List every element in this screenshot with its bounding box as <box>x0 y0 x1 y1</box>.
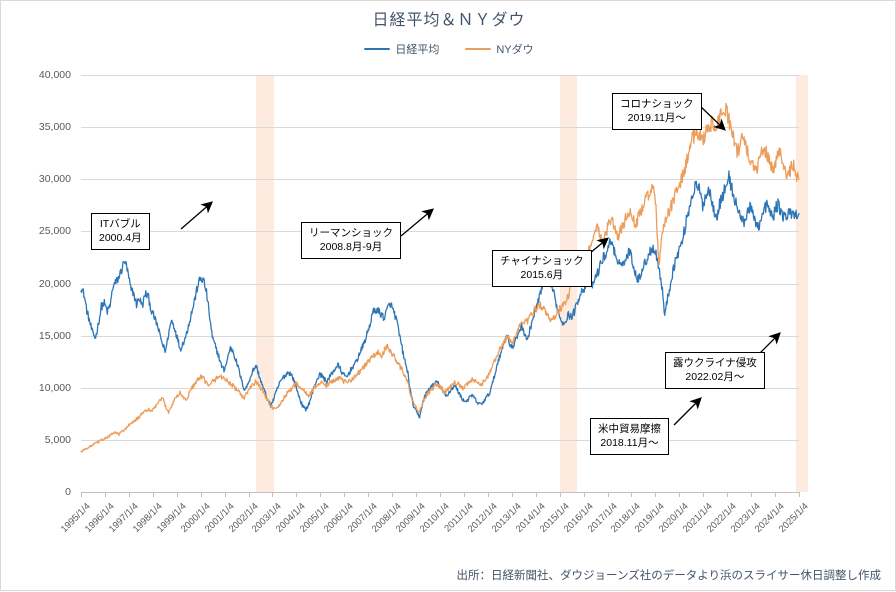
x-axis-tick <box>440 492 441 497</box>
legend-swatch-dow <box>465 47 492 51</box>
x-axis-tick <box>535 492 537 497</box>
annotation-china-shock-line2: 2015.6月 <box>520 269 564 282</box>
annotation-lehman[interactable]: リーマンショック 2008.8月-9月 <box>301 222 401 260</box>
x-axis-tick <box>416 492 418 497</box>
highlight-band <box>796 75 808 492</box>
series-line-dow <box>80 102 800 453</box>
x-axis-tick <box>152 492 154 497</box>
gridline <box>81 231 799 233</box>
x-axis-tick <box>176 492 178 497</box>
x-axis-tick <box>344 492 346 497</box>
annotation-china-shock-line1: チャイナショック <box>500 255 584 267</box>
legend-label-nikkei: 日経平均 <box>395 44 440 56</box>
y-axis-label: 30,000 <box>38 173 71 186</box>
gridline <box>81 179 799 181</box>
x-axis-tick <box>200 492 202 497</box>
y-axis-label: 25,000 <box>38 225 71 238</box>
legend-swatch-nikkei <box>364 47 391 51</box>
x-axis-tick <box>799 492 800 497</box>
x-axis-tick <box>296 492 298 497</box>
x-axis-tick <box>368 492 370 497</box>
annotation-us-china[interactable]: 米中貿易摩擦 2018.11月〜 <box>590 418 669 456</box>
chart-legend: 日経平均 NYダウ <box>1 41 896 57</box>
x-axis-tick <box>272 492 274 497</box>
x-axis-tick <box>703 492 705 497</box>
annotation-it-bubble-line2: 2000.4月 <box>99 232 142 245</box>
annotation-us-china-line1: 米中貿易摩擦 <box>598 423 661 435</box>
x-axis-tick <box>487 492 489 497</box>
x-axis-tick <box>104 492 106 497</box>
annotation-ukraine-line2: 2022.02月〜 <box>685 371 745 384</box>
x-axis-tick <box>248 492 250 497</box>
y-axis-label: 0 <box>65 486 71 498</box>
x-axis-tick <box>775 492 777 497</box>
legend-item-dow[interactable]: NYダウ <box>465 41 534 57</box>
annotation-corona[interactable]: コロナショック 2019.11月〜 <box>612 93 702 131</box>
y-axis-label: 5,000 <box>44 433 71 446</box>
annotation-it-bubble[interactable]: ITバブル 2000.4月 <box>91 213 150 251</box>
x-axis-tick <box>607 492 609 497</box>
annotation-corona-line2: 2019.11月〜 <box>627 112 686 125</box>
annotation-it-bubble-line1: ITバブル <box>99 218 141 230</box>
x-axis-tick <box>463 492 465 497</box>
annotation-lehman-line2: 2008.8月-9月 <box>319 241 383 254</box>
x-axis-tick <box>727 492 729 497</box>
annotation-us-china-line2: 2018.11月〜 <box>600 437 659 450</box>
gridline <box>81 283 799 285</box>
x-axis-tick <box>679 492 681 497</box>
y-axis-label: 35,000 <box>38 121 71 134</box>
legend-item-nikkei[interactable]: 日経平均 <box>364 41 439 57</box>
x-axis-tick <box>751 492 753 497</box>
annotation-ukraine[interactable]: 露ウクライナ侵攻 2022.02月〜 <box>665 352 765 390</box>
gridline <box>81 439 799 441</box>
series-lines <box>80 102 800 453</box>
x-axis-tick <box>81 492 82 497</box>
annotation-china-shock[interactable]: チャイナショック 2015.6月 <box>492 250 592 288</box>
x-axis-tick <box>320 492 322 497</box>
plot-area <box>80 75 808 493</box>
y-axis-label: 15,000 <box>38 329 71 342</box>
x-axis-tick <box>655 492 657 497</box>
y-axis-label: 10,000 <box>38 381 71 394</box>
source-note: 出所：日経新聞社、ダウジョーンズ社のデータより浜のスライサー休日調整し作成 <box>456 570 881 582</box>
annotation-ukraine-line1: 露ウクライナ侵攻 <box>673 357 757 369</box>
gridline <box>81 335 799 337</box>
gridline <box>81 127 799 129</box>
x-axis-tick <box>392 492 394 497</box>
x-axis-tick <box>224 492 226 497</box>
y-axis-label: 20,000 <box>38 277 71 290</box>
gridline <box>81 75 799 76</box>
annotation-corona-line1: コロナショック <box>620 98 694 110</box>
legend-label-dow: NYダウ <box>496 44 534 56</box>
x-axis-tick <box>128 492 130 497</box>
x-axis-tick <box>631 492 633 497</box>
x-axis-tick <box>583 492 585 497</box>
y-axis-label: 40,000 <box>38 69 71 81</box>
y-axis: 40,000 35,000 30,000 25,000 20,000 15,000 10,0… <box>1 1 79 592</box>
x-axis-tick <box>511 492 513 497</box>
chart-title: 日経平均＆ＮＹダウ <box>372 12 526 29</box>
annotation-lehman-line1: リーマンショック <box>309 227 393 239</box>
x-axis-tick <box>559 492 561 497</box>
